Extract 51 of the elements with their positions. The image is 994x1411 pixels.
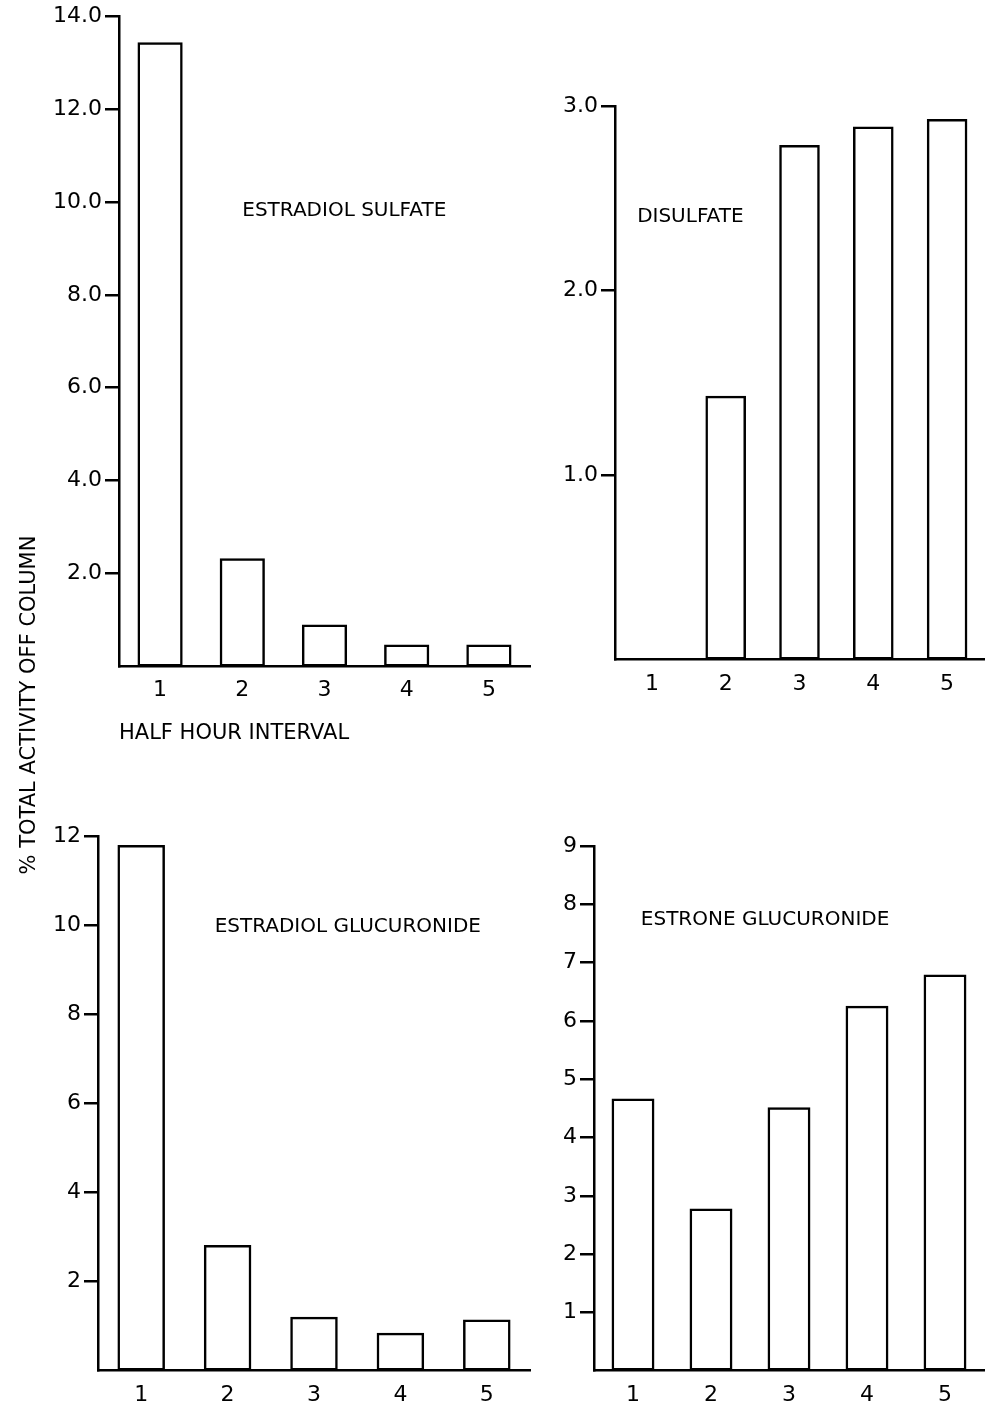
- y-axis-title: % TOTAL ACTIVITY OFF COLUMN: [16, 535, 40, 875]
- y-tick-label: 2: [563, 1239, 577, 1265]
- y-tick-label: 1: [563, 1298, 577, 1324]
- y-tick-label: 14.0: [53, 1, 102, 27]
- x-tick-label: 3: [317, 676, 332, 702]
- y-tick-label: 9: [563, 831, 577, 857]
- y-tick-label: 6: [563, 1006, 577, 1032]
- y-tick-label: 10: [52, 910, 81, 936]
- y-tick-label: 2.0: [66, 559, 102, 585]
- text: DISULFATE: [637, 203, 744, 228]
- x-tick-label: 2: [220, 1380, 235, 1406]
- x-tick-label: 3: [307, 1380, 321, 1406]
- x-tick-label: 3: [782, 1380, 796, 1406]
- x-tick-label: 3: [792, 669, 807, 695]
- y-tick-label: 3: [563, 1181, 577, 1207]
- y-tick-label: 1.0: [562, 460, 598, 486]
- y-tick-label: 2.0: [562, 276, 598, 302]
- x-tick-label: 5: [940, 669, 955, 695]
- y-tick-label: 8: [66, 1000, 81, 1026]
- x-tick-label: 4: [860, 1380, 874, 1406]
- y-tick-label: 12: [52, 821, 81, 847]
- y-tick-label: 5: [563, 1064, 577, 1090]
- y-tick-label: 4.0: [66, 466, 102, 492]
- text: ESTRADIOL SULFATE: [242, 197, 447, 222]
- x-tick-label: 1: [134, 1380, 149, 1406]
- x-tick-label: 5: [938, 1380, 952, 1406]
- x-tick-label: 4: [866, 669, 881, 695]
- y-tick-label: 4: [66, 1178, 81, 1204]
- x-tick-label: 5: [479, 1380, 494, 1406]
- y-tick-label: 2: [66, 1267, 81, 1293]
- x-axis-title: HALF HOUR INTERVAL: [118, 719, 350, 744]
- x-tick-label: 4: [399, 676, 414, 702]
- x-tick-label: 1: [153, 676, 168, 702]
- y-tick-label: 12.0: [53, 94, 102, 120]
- y-tick-label: 6: [66, 1089, 81, 1115]
- y-tick-label: 4: [563, 1123, 577, 1149]
- y-tick-label: 8.0: [66, 280, 102, 306]
- x-tick-label: 2: [235, 676, 250, 702]
- y-tick-label: 8: [563, 890, 577, 916]
- y-tick-label: 6.0: [66, 373, 102, 399]
- x-tick-label: 4: [393, 1380, 408, 1406]
- text: ESTRADIOL GLUCURONIDE: [214, 913, 481, 938]
- y-tick-label: 10.0: [53, 187, 102, 213]
- x-tick-label: 2: [718, 669, 733, 695]
- x-tick-label: 5: [481, 676, 496, 702]
- x-tick-label: 1: [644, 669, 659, 695]
- x-tick-label: 2: [704, 1380, 718, 1406]
- x-tick-label: 1: [626, 1380, 640, 1406]
- y-tick-label: 7: [563, 948, 577, 974]
- y-tick-label: 3.0: [562, 91, 598, 117]
- text: ESTRONE GLUCURONIDE: [640, 905, 890, 930]
